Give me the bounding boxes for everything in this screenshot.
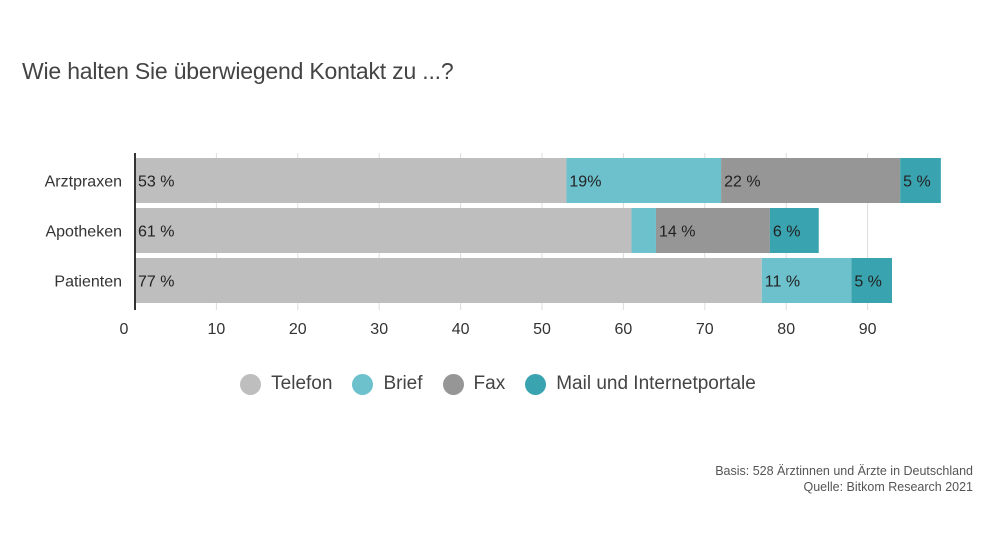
legend-label-telefon: Telefon (271, 373, 333, 394)
x-tick-label: 40 (452, 321, 470, 338)
bar-segment (566, 158, 722, 203)
footer-note: Basis: 528 Ärztinnen und Ärzte in Deutsc… (715, 463, 973, 495)
bar-segment (761, 258, 852, 303)
legend-label-brief: Brief (383, 373, 423, 394)
footer-source: Quelle: Bitkom Research 2021 (803, 480, 973, 494)
bar-segment (655, 208, 770, 253)
bar-segment (135, 258, 762, 303)
bar-segment (631, 208, 656, 253)
bar-chart: 53 % 19% 22 % 5 % Arztpraxen 61 % 14 % 6 % Apoth… (45, 153, 941, 338)
legend-swatch-mail (525, 373, 547, 395)
legend-item-mail: Mail und Internetportale (525, 373, 756, 395)
category-label: Arztpraxen (45, 174, 122, 191)
bar-segment (135, 158, 567, 203)
x-tick-label: 80 (777, 321, 795, 338)
legend-item-brief: Brief (352, 373, 423, 395)
bar-segment (851, 258, 893, 303)
legend: Telefon Brief Fax Mail und Internetporta… (0, 373, 996, 395)
x-tick-label: 0 (120, 321, 129, 338)
legend-label-mail: Mail und Internetportale (556, 373, 756, 394)
footer-basis: Basis: 528 Ärztinnen und Ärzte in Deutsc… (715, 464, 973, 478)
data-label: 22 % (724, 174, 760, 191)
bar-segment (900, 158, 941, 203)
legend-swatch-fax (442, 373, 464, 395)
data-label: 11 % (765, 274, 800, 291)
category-label: Apotheken (45, 224, 122, 241)
x-tick-label: 30 (370, 321, 388, 338)
data-label: 53 % (138, 174, 174, 191)
legend-label-fax: Fax (473, 373, 506, 394)
bar-segment (135, 208, 632, 253)
data-label: 19% (569, 174, 601, 191)
data-label: 5 % (854, 274, 882, 291)
data-label: 61 % (138, 224, 174, 241)
legend-item-fax: Fax (442, 373, 506, 395)
x-tick-label: 20 (289, 321, 307, 338)
x-tick-label: 90 (859, 321, 877, 338)
legend-swatch-brief (352, 373, 374, 395)
bar-segment (769, 208, 819, 253)
chart-title: Wie halten Sie überwiegend Kontakt zu ..… (22, 58, 454, 84)
legend-swatch-telefon (240, 373, 262, 395)
x-tick-label: 70 (696, 321, 714, 338)
x-tick-label: 10 (208, 321, 226, 338)
x-tick-label: 50 (533, 321, 551, 338)
bar-segment (721, 158, 901, 203)
category-label: Patienten (54, 274, 122, 291)
x-tick-label: 60 (615, 321, 633, 338)
data-label: 6 % (773, 224, 801, 241)
legend-item-telefon: Telefon (240, 373, 332, 395)
data-label: 77 % (138, 274, 174, 291)
data-label: 14 % (659, 224, 695, 241)
data-label: 5 % (903, 174, 931, 191)
